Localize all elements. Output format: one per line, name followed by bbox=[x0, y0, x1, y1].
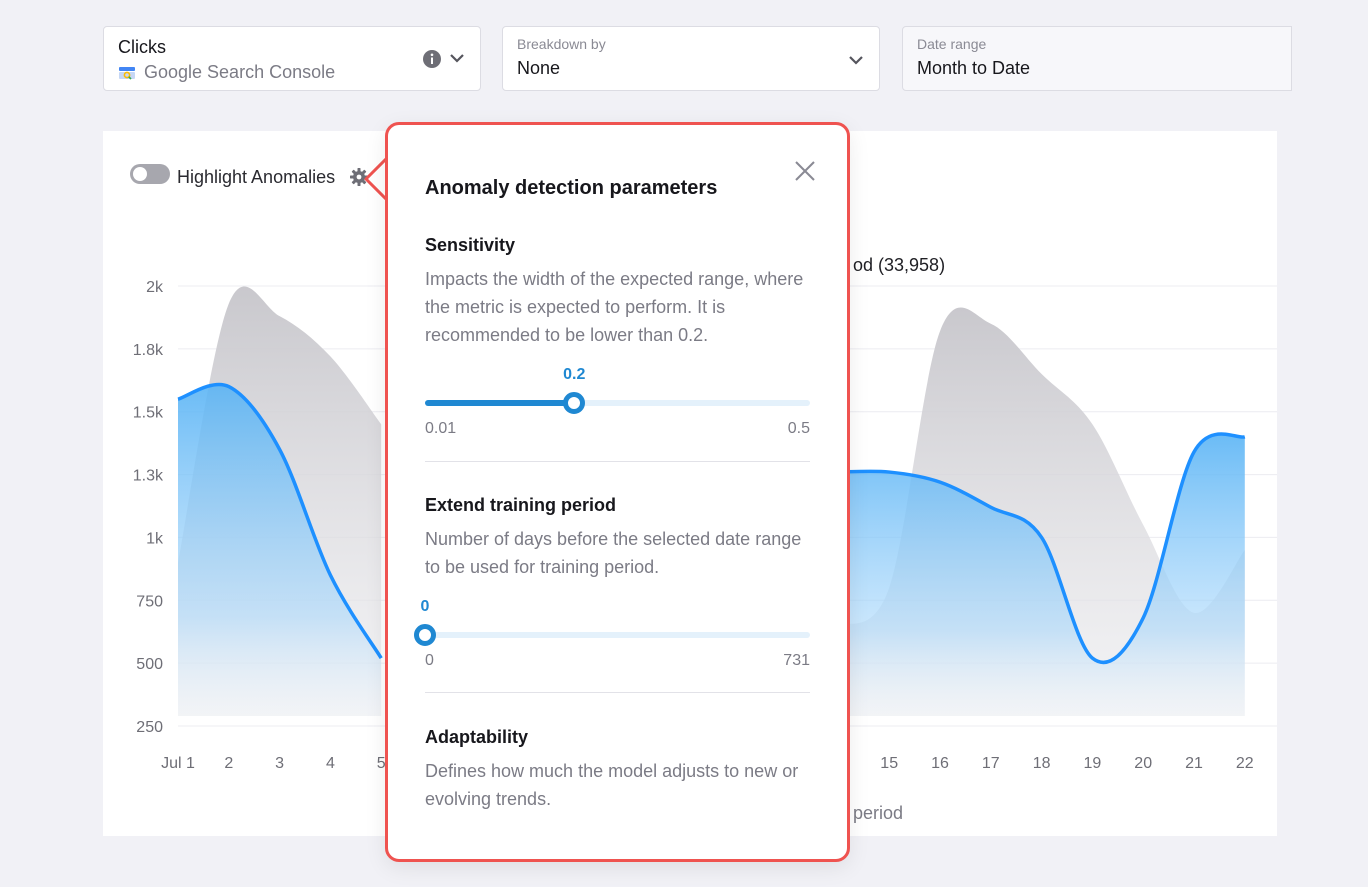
training-period-title: Extend training period bbox=[425, 495, 617, 515]
x-tick-label: Jul 1 bbox=[161, 755, 195, 772]
x-tick-label: 15 bbox=[880, 755, 898, 772]
y-axis-ticks: 2k 1.8k 1.5k 1.3k 1k 750 500 250 bbox=[133, 279, 164, 736]
sensitivity-value: 0.2 bbox=[563, 366, 586, 383]
chevron-down-icon[interactable] bbox=[848, 55, 864, 65]
y-tick-label: 250 bbox=[136, 719, 163, 736]
metric-selector[interactable]: Clicks Google Search Console bbox=[103, 26, 481, 91]
training-period-min: 0 bbox=[425, 652, 434, 669]
adaptability-title: Adaptability bbox=[425, 727, 529, 747]
clicks-line bbox=[838, 432, 1246, 665]
highlight-anomalies-toggle[interactable] bbox=[130, 164, 170, 184]
sensitivity-description: Impacts the width of the expected range,… bbox=[425, 269, 804, 345]
y-tick-label: 1.3k bbox=[133, 468, 164, 485]
chevron-down-icon[interactable] bbox=[449, 53, 465, 63]
clicks-line bbox=[177, 382, 383, 660]
y-tick-label: 750 bbox=[136, 593, 163, 610]
x-tick-label: 5 bbox=[377, 755, 386, 772]
y-tick-label: 1.5k bbox=[133, 405, 164, 422]
divider bbox=[425, 461, 810, 462]
sensitivity-title: Sensitivity bbox=[425, 235, 516, 255]
date-range-label: Date range bbox=[917, 36, 987, 52]
x-tick-label: 19 bbox=[1084, 755, 1102, 772]
adaptability-description: Defines how much the model adjusts to ne… bbox=[425, 761, 799, 809]
metric-source: Google Search Console bbox=[118, 62, 335, 83]
y-tick-label: 2k bbox=[146, 279, 164, 296]
clicks-area bbox=[838, 434, 1245, 716]
breakdown-label: Breakdown by bbox=[517, 36, 606, 52]
breakdown-selector[interactable]: Breakdown by None bbox=[502, 26, 880, 91]
clicks-chart: 2k 1.8k 1.5k 1.3k 1k 750 500 250 Jul 1 2 3 4 5 15 16 1… bbox=[133, 279, 1277, 772]
popover-title: Anomaly detection parameters bbox=[425, 177, 718, 199]
metric-title: Clicks bbox=[118, 37, 166, 57]
y-tick-label: 1k bbox=[146, 530, 164, 547]
x-axis-ticks: Jul 1 2 3 4 5 15 16 17 18 19 20 21 22 bbox=[161, 755, 1254, 772]
highlight-anomalies-label: Highlight Anomalies bbox=[177, 167, 336, 187]
x-tick-label: 22 bbox=[1236, 755, 1254, 772]
sensitivity-slider-fill bbox=[425, 400, 575, 406]
clicks-area bbox=[178, 384, 382, 716]
legend-period-fragment: period bbox=[853, 803, 904, 823]
metric-source-label: Google Search Console bbox=[144, 62, 336, 82]
training-period-slider[interactable]: 0 0 731 bbox=[414, 598, 810, 669]
date-range-value: Month to Date bbox=[917, 58, 1031, 78]
training-period-slider-handle[interactable] bbox=[414, 624, 436, 646]
x-tick-label: 3 bbox=[275, 755, 284, 772]
sensitivity-slider[interactable]: 0.2 0.01 0.5 bbox=[425, 366, 810, 437]
x-tick-label: 21 bbox=[1185, 755, 1203, 772]
x-tick-label: 17 bbox=[982, 755, 1000, 772]
google-search-console-icon bbox=[119, 66, 135, 80]
sensitivity-slider-handle[interactable] bbox=[563, 392, 586, 414]
date-range-selector[interactable]: Date range Month to Date bbox=[902, 26, 1292, 91]
x-tick-label: 4 bbox=[326, 755, 335, 772]
close-icon[interactable] bbox=[792, 158, 818, 184]
y-tick-label: 500 bbox=[136, 656, 163, 673]
x-tick-label: 18 bbox=[1033, 755, 1051, 772]
chart-card: Highlight Anomalies bbox=[103, 131, 1277, 836]
chart-series bbox=[177, 286, 1246, 716]
anomaly-parameters-popover: Anomaly detection parameters Sensitivity… bbox=[385, 122, 850, 862]
sensitivity-min: 0.01 bbox=[425, 420, 457, 437]
x-tick-label: 2 bbox=[224, 755, 233, 772]
x-tick-label: 16 bbox=[931, 755, 949, 772]
sensitivity-max: 0.5 bbox=[787, 420, 810, 437]
training-period-max: 731 bbox=[783, 652, 810, 669]
training-period-description: Number of days before the selected date … bbox=[425, 529, 802, 577]
training-period-value: 0 bbox=[420, 598, 430, 615]
y-tick-label: 1.8k bbox=[133, 342, 164, 359]
x-tick-label: 20 bbox=[1134, 755, 1152, 772]
info-icon[interactable] bbox=[422, 49, 442, 69]
breakdown-value: None bbox=[517, 58, 561, 78]
divider bbox=[425, 692, 810, 693]
legend-total-fragment: od (33,958) bbox=[853, 255, 946, 275]
